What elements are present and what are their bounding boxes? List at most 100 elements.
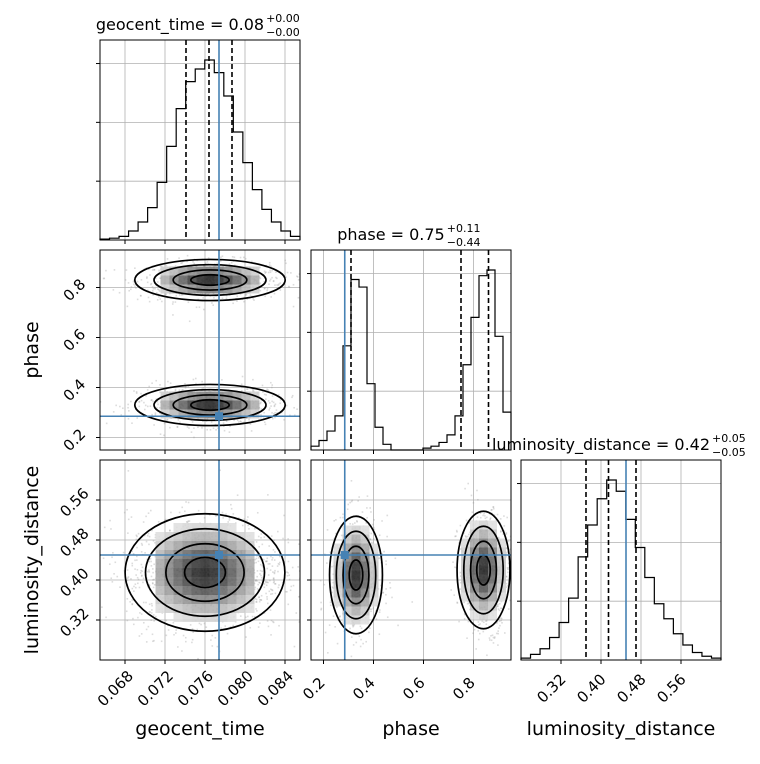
- x-tick-label: 0.2: [299, 674, 329, 704]
- density-cell: [182, 595, 192, 604]
- sample-point: [130, 516, 133, 518]
- sample-point: [154, 555, 157, 558]
- sample-point: [134, 568, 136, 570]
- sample-point: [165, 419, 167, 422]
- sample-point: [251, 388, 254, 391]
- sample-point: [102, 557, 105, 560]
- sample-point: [181, 293, 184, 296]
- density-cell: [196, 275, 206, 285]
- density-cell: [227, 595, 237, 604]
- sample-point: [329, 551, 332, 554]
- sample-point: [229, 425, 231, 428]
- sample-point: [334, 626, 336, 628]
- sample-point: [265, 394, 267, 396]
- sample-point: [165, 518, 167, 521]
- sample-point: [251, 260, 253, 263]
- sample-point: [148, 584, 151, 587]
- density-cell: [173, 604, 183, 613]
- sample-point: [255, 561, 257, 564]
- sample-point: [350, 655, 353, 658]
- density-cell: [479, 610, 488, 620]
- sample-point: [264, 272, 267, 274]
- sample-point: [206, 293, 209, 295]
- sample-point: [283, 418, 285, 421]
- sample-point: [252, 389, 255, 391]
- panel-luminosity_distance_vs_geocent_time: [99, 459, 317, 663]
- sample-point: [358, 496, 360, 498]
- sample-point: [249, 294, 252, 296]
- density-cell: [191, 559, 201, 568]
- sample-point: [498, 602, 501, 605]
- contour-1: [165, 542, 245, 603]
- sample-point: [352, 624, 355, 627]
- density-cell: [236, 577, 246, 586]
- sample-point: [264, 423, 267, 426]
- sample-point: [278, 283, 280, 285]
- sample-point: [261, 565, 264, 567]
- sample-point: [219, 469, 221, 472]
- sample-point: [222, 425, 225, 427]
- sample-point: [151, 413, 153, 416]
- sample-point: [456, 531, 458, 533]
- panel-title: luminosity_distance = 0.42: [492, 435, 710, 455]
- sample-point: [126, 619, 129, 622]
- density-cell: [232, 275, 242, 285]
- sample-point: [286, 574, 289, 577]
- sample-point: [209, 661, 211, 663]
- sample-point: [268, 545, 271, 547]
- density-cell: [223, 275, 233, 285]
- sample-point: [277, 570, 279, 573]
- density-cell: [245, 595, 255, 604]
- sample-point: [298, 273, 300, 275]
- sample-point: [135, 287, 137, 289]
- sample-point: [505, 575, 508, 578]
- sample-point: [161, 300, 163, 303]
- sample-point: [278, 393, 280, 396]
- sample-point: [315, 585, 317, 587]
- sample-point: [458, 620, 460, 623]
- sample-point: [463, 601, 465, 604]
- sample-point: [191, 628, 194, 630]
- sample-point: [509, 548, 511, 551]
- density-cell: [173, 586, 183, 595]
- x-tick-label: 0.076: [174, 667, 217, 710]
- sample-point: [275, 276, 277, 279]
- density-cell: [178, 400, 188, 410]
- sample-point: [211, 634, 214, 637]
- sample-point: [260, 599, 263, 601]
- sample-point: [288, 286, 291, 288]
- sample-point: [152, 540, 155, 542]
- sample-point: [131, 603, 134, 605]
- sample-point: [373, 528, 376, 531]
- density-cell: [173, 532, 183, 541]
- sample-point: [257, 626, 260, 628]
- sample-point: [164, 293, 166, 295]
- sample-point: [154, 287, 156, 290]
- sample-point: [141, 574, 143, 577]
- sample-point: [503, 525, 506, 527]
- sample-point: [254, 558, 257, 561]
- sample-point: [503, 515, 505, 517]
- sample-point: [378, 633, 381, 636]
- sample-point: [274, 403, 277, 405]
- sample-point: [153, 269, 156, 271]
- sample-point: [265, 271, 267, 273]
- sample-point: [195, 265, 198, 267]
- density-cell: [205, 284, 215, 294]
- x-tick-label: 0.8: [449, 674, 479, 704]
- sample-point: [135, 392, 138, 394]
- sample-point: [266, 602, 269, 605]
- density-cell: [470, 565, 479, 575]
- sample-point: [260, 417, 262, 419]
- sample-point: [290, 272, 292, 274]
- density-cell: [232, 284, 242, 294]
- sample-point: [383, 550, 385, 553]
- sample-point: [513, 603, 515, 605]
- sample-point: [150, 283, 152, 286]
- density-cell: [209, 541, 219, 550]
- sample-point: [261, 570, 263, 573]
- sample-point: [339, 615, 341, 617]
- sample-point: [292, 305, 295, 308]
- x-tick-label: 0.48: [613, 670, 649, 706]
- density-cell: [342, 597, 352, 607]
